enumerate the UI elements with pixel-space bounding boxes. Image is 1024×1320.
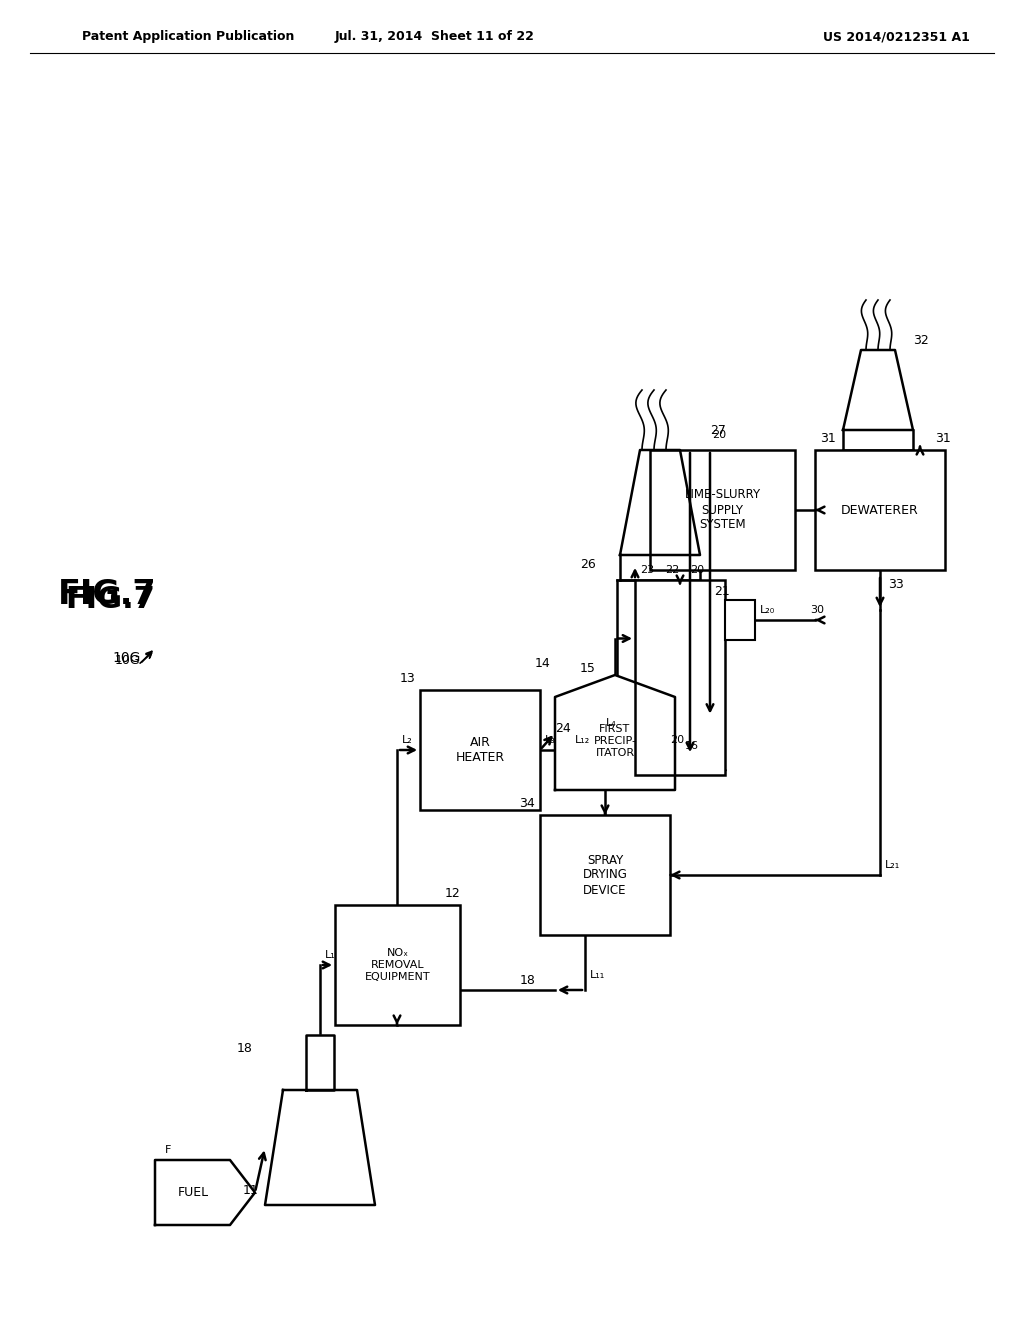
Polygon shape <box>265 1090 375 1205</box>
Polygon shape <box>843 350 913 430</box>
Text: L₃: L₃ <box>545 735 556 744</box>
Text: L₂₀: L₂₀ <box>760 605 775 615</box>
Text: 23: 23 <box>640 565 654 576</box>
Text: 30: 30 <box>810 605 824 615</box>
Text: 10G: 10G <box>115 653 140 667</box>
Bar <box>650 450 795 570</box>
Text: 18: 18 <box>520 974 536 986</box>
Bar <box>420 690 540 810</box>
Text: Jul. 31, 2014  Sheet 11 of 22: Jul. 31, 2014 Sheet 11 of 22 <box>335 30 535 44</box>
Text: 32: 32 <box>913 334 929 346</box>
Polygon shape <box>620 450 700 554</box>
Text: 34: 34 <box>519 797 535 810</box>
Text: 21: 21 <box>714 585 730 598</box>
Text: FUEL: FUEL <box>177 1185 209 1199</box>
Text: FIRST
PRECIP-
ITATOR: FIRST PRECIP- ITATOR <box>594 725 637 758</box>
Text: US 2014/0212351 A1: US 2014/0212351 A1 <box>823 30 970 44</box>
Text: NOₓ
REMOVAL
EQUIPMENT: NOₓ REMOVAL EQUIPMENT <box>365 948 430 982</box>
Text: 18: 18 <box>237 1041 253 1055</box>
Text: L₁: L₁ <box>325 950 336 960</box>
Text: 24: 24 <box>555 722 570 735</box>
Text: 15: 15 <box>580 661 596 675</box>
Text: LIME-SLURRY
SUPPLY
SYSTEM: LIME-SLURRY SUPPLY SYSTEM <box>684 488 761 532</box>
Text: AIR
HEATER: AIR HEATER <box>456 737 505 764</box>
Text: 20: 20 <box>690 565 705 576</box>
Text: 26: 26 <box>580 558 596 572</box>
Text: L₁₂: L₁₂ <box>575 735 590 744</box>
Text: FIG.7: FIG.7 <box>65 586 155 615</box>
Polygon shape <box>555 675 675 789</box>
Text: 12: 12 <box>445 887 461 900</box>
Bar <box>335 906 460 1026</box>
Text: 20: 20 <box>670 735 684 744</box>
Text: L₂: L₂ <box>402 735 413 744</box>
Text: 16: 16 <box>685 741 699 751</box>
Bar <box>815 450 945 570</box>
Bar <box>725 601 755 640</box>
Text: 10G: 10G <box>112 651 140 665</box>
Text: SPRAY
DRYING
DEVICE: SPRAY DRYING DEVICE <box>583 854 628 896</box>
Text: 14: 14 <box>535 657 550 671</box>
Text: Patent Application Publication: Patent Application Publication <box>82 30 294 44</box>
Text: F: F <box>165 1144 171 1155</box>
Text: L₁₁: L₁₁ <box>590 970 605 979</box>
Bar <box>635 579 725 775</box>
Text: DEWATERER: DEWATERER <box>841 503 919 516</box>
Text: 11: 11 <box>243 1184 259 1197</box>
Text: 27: 27 <box>710 424 726 437</box>
Text: L₄: L₄ <box>606 718 617 729</box>
Text: FIG.7: FIG.7 <box>58 578 157 611</box>
Text: 31: 31 <box>820 432 836 445</box>
Text: 13: 13 <box>399 672 415 685</box>
Bar <box>540 814 670 935</box>
Text: 22: 22 <box>665 565 679 576</box>
Text: L₂₁: L₂₁ <box>885 861 900 870</box>
Polygon shape <box>306 1035 334 1090</box>
Text: 33: 33 <box>888 578 904 591</box>
Text: 31: 31 <box>935 432 950 445</box>
Polygon shape <box>155 1160 255 1225</box>
Text: 20: 20 <box>712 430 726 440</box>
